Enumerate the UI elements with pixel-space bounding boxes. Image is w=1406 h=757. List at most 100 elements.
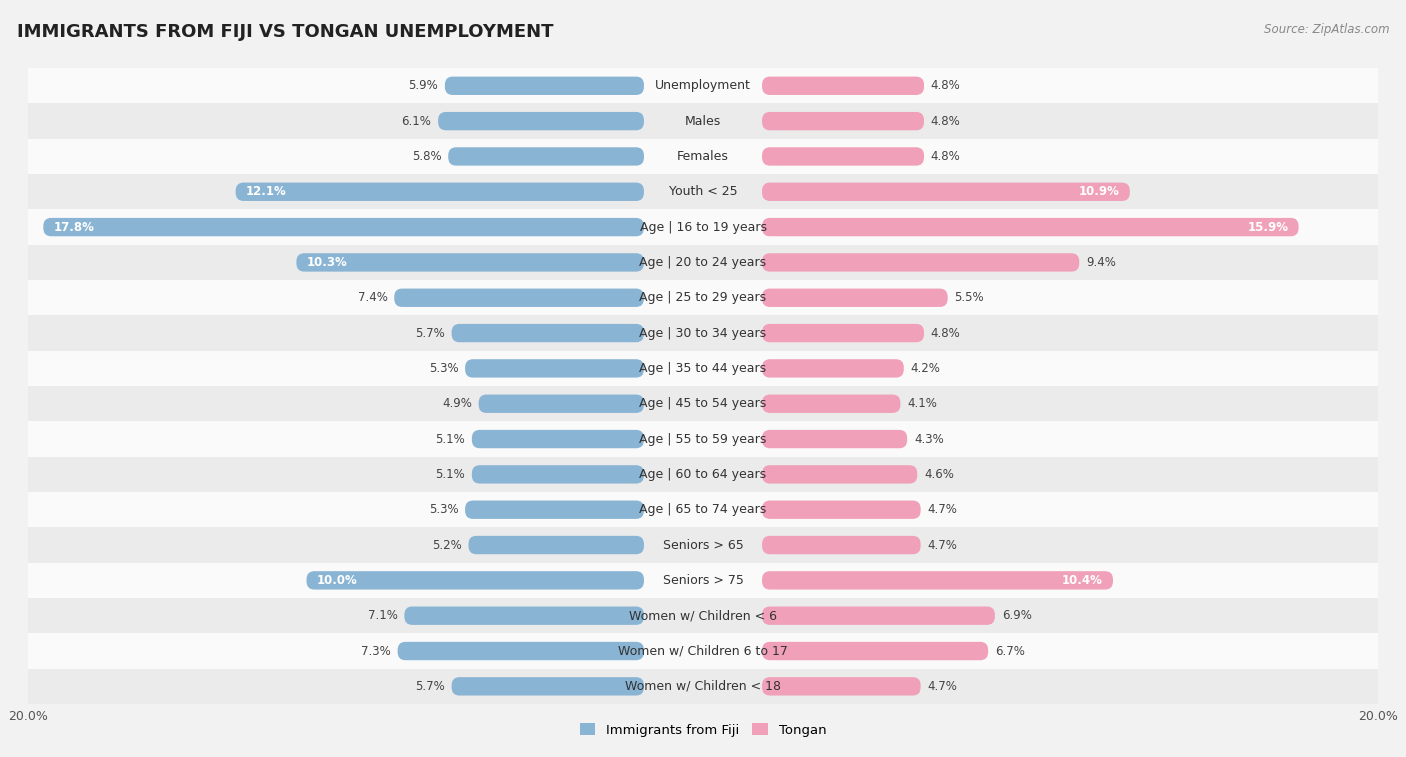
Text: 6.7%: 6.7%	[995, 644, 1025, 658]
Text: Seniors > 65: Seniors > 65	[662, 538, 744, 552]
FancyBboxPatch shape	[762, 642, 988, 660]
FancyBboxPatch shape	[762, 536, 921, 554]
Text: 15.9%: 15.9%	[1247, 220, 1288, 234]
Bar	[28, 316, 1378, 350]
Text: 4.9%: 4.9%	[441, 397, 472, 410]
FancyBboxPatch shape	[762, 218, 1299, 236]
Text: Women w/ Children < 6: Women w/ Children < 6	[628, 609, 778, 622]
Text: Age | 55 to 59 years: Age | 55 to 59 years	[640, 432, 766, 446]
FancyBboxPatch shape	[762, 606, 995, 625]
Text: 10.9%: 10.9%	[1078, 185, 1119, 198]
Text: 4.8%: 4.8%	[931, 150, 960, 163]
FancyBboxPatch shape	[297, 254, 644, 272]
FancyBboxPatch shape	[762, 148, 924, 166]
Text: Age | 60 to 64 years: Age | 60 to 64 years	[640, 468, 766, 481]
Bar	[28, 634, 1378, 668]
Text: 7.4%: 7.4%	[357, 291, 388, 304]
Text: 4.6%: 4.6%	[924, 468, 953, 481]
Text: 5.2%: 5.2%	[432, 538, 461, 552]
Text: Age | 30 to 34 years: Age | 30 to 34 years	[640, 326, 766, 340]
FancyBboxPatch shape	[405, 606, 644, 625]
Bar	[28, 245, 1378, 280]
FancyBboxPatch shape	[449, 148, 644, 166]
FancyBboxPatch shape	[762, 112, 924, 130]
FancyBboxPatch shape	[444, 76, 644, 95]
Text: 10.3%: 10.3%	[307, 256, 347, 269]
FancyBboxPatch shape	[398, 642, 644, 660]
Text: 5.7%: 5.7%	[415, 680, 444, 693]
FancyBboxPatch shape	[762, 76, 924, 95]
FancyBboxPatch shape	[762, 572, 1114, 590]
FancyBboxPatch shape	[44, 218, 644, 236]
FancyBboxPatch shape	[762, 324, 924, 342]
FancyBboxPatch shape	[451, 678, 644, 696]
Text: IMMIGRANTS FROM FIJI VS TONGAN UNEMPLOYMENT: IMMIGRANTS FROM FIJI VS TONGAN UNEMPLOYM…	[17, 23, 554, 41]
Bar	[28, 562, 1378, 598]
FancyBboxPatch shape	[762, 182, 1130, 201]
Bar	[28, 598, 1378, 634]
FancyBboxPatch shape	[451, 324, 644, 342]
FancyBboxPatch shape	[762, 254, 1080, 272]
Text: Age | 65 to 74 years: Age | 65 to 74 years	[640, 503, 766, 516]
Bar	[28, 528, 1378, 562]
Text: 6.9%: 6.9%	[1001, 609, 1032, 622]
Text: 7.3%: 7.3%	[361, 644, 391, 658]
FancyBboxPatch shape	[439, 112, 644, 130]
Text: Females: Females	[678, 150, 728, 163]
Text: Age | 35 to 44 years: Age | 35 to 44 years	[640, 362, 766, 375]
Text: 5.1%: 5.1%	[436, 432, 465, 446]
FancyBboxPatch shape	[762, 678, 921, 696]
FancyBboxPatch shape	[465, 500, 644, 519]
Bar	[28, 280, 1378, 316]
FancyBboxPatch shape	[465, 360, 644, 378]
Text: Seniors > 75: Seniors > 75	[662, 574, 744, 587]
Text: 5.5%: 5.5%	[955, 291, 984, 304]
FancyBboxPatch shape	[468, 536, 644, 554]
Text: 12.1%: 12.1%	[246, 185, 287, 198]
Text: Women w/ Children 6 to 17: Women w/ Children 6 to 17	[619, 644, 787, 658]
FancyBboxPatch shape	[762, 288, 948, 307]
Text: Women w/ Children < 18: Women w/ Children < 18	[626, 680, 780, 693]
Bar	[28, 68, 1378, 104]
Bar	[28, 422, 1378, 456]
FancyBboxPatch shape	[472, 466, 644, 484]
Text: 5.3%: 5.3%	[429, 503, 458, 516]
FancyBboxPatch shape	[478, 394, 644, 413]
Text: Age | 16 to 19 years: Age | 16 to 19 years	[640, 220, 766, 234]
FancyBboxPatch shape	[762, 360, 904, 378]
Text: Youth < 25: Youth < 25	[669, 185, 737, 198]
Text: 17.8%: 17.8%	[53, 220, 94, 234]
Text: 5.3%: 5.3%	[429, 362, 458, 375]
Bar	[28, 139, 1378, 174]
Text: 4.8%: 4.8%	[931, 79, 960, 92]
Text: 4.8%: 4.8%	[931, 114, 960, 128]
Text: 5.9%: 5.9%	[408, 79, 439, 92]
Text: 4.3%: 4.3%	[914, 432, 943, 446]
Text: 4.1%: 4.1%	[907, 397, 936, 410]
Legend: Immigrants from Fiji, Tongan: Immigrants from Fiji, Tongan	[574, 718, 832, 742]
Bar	[28, 174, 1378, 210]
Text: 4.7%: 4.7%	[928, 680, 957, 693]
Text: 6.1%: 6.1%	[402, 114, 432, 128]
Text: Age | 45 to 54 years: Age | 45 to 54 years	[640, 397, 766, 410]
Text: 4.7%: 4.7%	[928, 503, 957, 516]
FancyBboxPatch shape	[236, 182, 644, 201]
Text: 4.8%: 4.8%	[931, 326, 960, 340]
Bar	[28, 668, 1378, 704]
Text: 7.1%: 7.1%	[368, 609, 398, 622]
Text: 4.7%: 4.7%	[928, 538, 957, 552]
Text: 5.7%: 5.7%	[415, 326, 444, 340]
Text: 5.8%: 5.8%	[412, 150, 441, 163]
Text: 10.4%: 10.4%	[1062, 574, 1102, 587]
FancyBboxPatch shape	[762, 394, 900, 413]
Text: 5.1%: 5.1%	[436, 468, 465, 481]
FancyBboxPatch shape	[394, 288, 644, 307]
FancyBboxPatch shape	[762, 430, 907, 448]
Text: Source: ZipAtlas.com: Source: ZipAtlas.com	[1264, 23, 1389, 36]
Text: Age | 20 to 24 years: Age | 20 to 24 years	[640, 256, 766, 269]
Bar	[28, 492, 1378, 528]
Text: 10.0%: 10.0%	[316, 574, 357, 587]
Text: 4.2%: 4.2%	[911, 362, 941, 375]
Bar	[28, 456, 1378, 492]
FancyBboxPatch shape	[762, 466, 917, 484]
